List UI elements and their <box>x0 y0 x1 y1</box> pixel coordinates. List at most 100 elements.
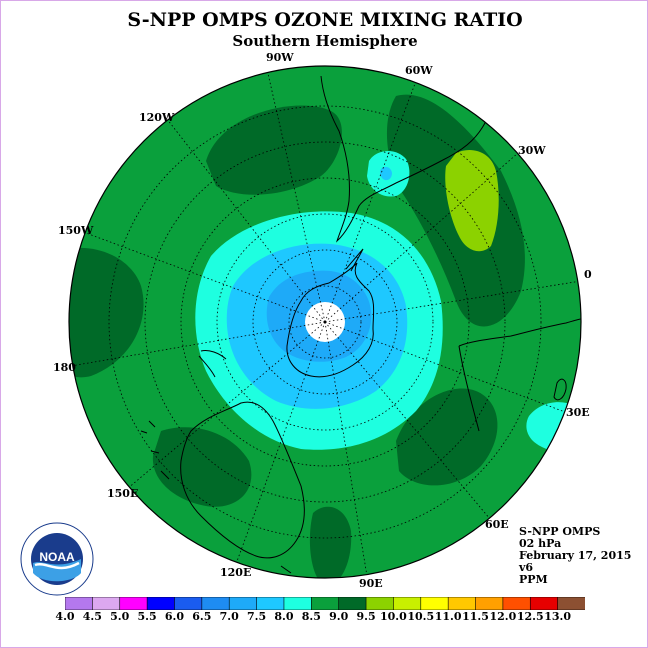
antarctic-peninsula <box>345 248 364 272</box>
noaa-logo-text: NOAA <box>39 550 75 564</box>
field-9-5 <box>445 150 499 252</box>
lon-label-30e: 30E <box>566 406 590 419</box>
lon-label-120e: 120E <box>220 566 252 579</box>
meridian-30e <box>324 321 566 413</box>
info-date: February 17, 2015 <box>519 549 632 562</box>
colorbar-tick-label: 8.0 <box>274 610 294 623</box>
colorbar-tick-label: 10.0 <box>380 610 407 623</box>
colorbar-tick-label: 4.5 <box>82 610 102 623</box>
colorbar-swatch <box>174 597 203 610</box>
colorbar-swatch <box>557 597 585 610</box>
lat-circle-30s <box>108 105 542 539</box>
colorbar-tick-label: 5.5 <box>137 610 157 623</box>
colorbar-swatch <box>338 597 367 610</box>
lat-circle-70s <box>252 249 398 395</box>
noaa-logo: NOAA <box>20 522 94 596</box>
field-9-0-southwest <box>152 427 252 507</box>
colorbar-swatch <box>119 597 148 610</box>
colorbar-tick-label: 6.0 <box>164 610 185 623</box>
colorbar-tick-label: 9.5 <box>356 610 376 623</box>
colorbar-swatch <box>393 597 422 610</box>
colorbar-swatch <box>65 597 94 610</box>
south-pole-dot <box>323 320 327 324</box>
field-9-0-north <box>206 105 342 195</box>
colorbar-tick-label: 8.5 <box>301 610 321 623</box>
colorbar-swatch <box>502 597 532 610</box>
lat-circle-50s <box>180 177 470 467</box>
south-america-coast <box>320 75 487 243</box>
field-7-5-small <box>379 166 392 181</box>
lon-label-90e: 90E <box>359 577 383 590</box>
colorbar-swatch <box>283 597 313 610</box>
colorbar-swatch <box>420 597 449 610</box>
colorbar-tick-label: 13.0 <box>544 610 572 623</box>
colorbar-swatch <box>311 597 340 610</box>
lon-label-180: 180 <box>53 361 76 374</box>
colorbar-swatch <box>146 597 176 610</box>
colorbar-swatch <box>201 597 231 610</box>
meridian-30w <box>324 152 519 323</box>
chart-title: S-NPP OMPS OZONE MIXING RATIO <box>127 9 523 31</box>
info-level: 02 hPa <box>519 537 562 550</box>
map-outline <box>68 65 582 579</box>
lat-circle-60s <box>216 213 434 431</box>
latitude-grid <box>108 105 542 539</box>
field-9-0-southeast <box>396 388 498 486</box>
colorbar-tick-label: 12.0 <box>489 610 517 623</box>
info-instrument: S-NPP OMPS <box>519 525 601 538</box>
lon-label-0: 0 <box>584 268 592 281</box>
colorbar-swatch <box>475 597 504 610</box>
lon-label-60e: 60E <box>485 518 509 531</box>
indonesia-islands <box>140 420 292 576</box>
meridian-0 <box>324 280 581 323</box>
meridian-180 <box>70 321 326 367</box>
colorbar-swatch <box>529 597 559 610</box>
africa-coast <box>458 318 581 432</box>
colorbar-tick-label: 12.5 <box>516 610 544 623</box>
info-version: v6 <box>519 561 534 574</box>
map-disc <box>69 66 581 578</box>
colorbar-tick-label: 11.5 <box>462 610 489 623</box>
colorbar-tick-label: 7.5 <box>247 610 267 623</box>
colorbar-swatch <box>365 597 395 610</box>
colorbar-tick-label: 4.0 <box>55 610 75 623</box>
meridian-150w <box>85 232 326 323</box>
lon-label-90w: 90W <box>266 51 294 64</box>
colorbar-swatch <box>256 597 285 610</box>
meridian-60w <box>324 80 417 323</box>
meridian-120w <box>166 118 326 323</box>
info-units: PPM <box>519 573 548 586</box>
lon-label-120w: 120W <box>139 111 175 124</box>
lon-label-150w: 150W <box>58 224 94 237</box>
lon-label-30w: 30W <box>518 144 546 157</box>
colorbar-swatch <box>447 597 477 610</box>
colorbar-tick-label: 6.5 <box>192 610 212 623</box>
colorbar-tick-label: 5.0 <box>110 610 130 623</box>
field-9-0-west <box>69 247 144 378</box>
meridian-90e <box>324 321 368 577</box>
longitude-grid <box>70 66 581 577</box>
field-9-0-south <box>309 506 352 578</box>
colorbar-tick-label: 7.0 <box>219 610 239 623</box>
lon-label-150e: 150E <box>107 487 139 500</box>
new-zealand <box>198 350 227 378</box>
colorbar-tick-label: 11.0 <box>434 610 462 623</box>
meridian-60e <box>324 321 491 520</box>
australia-coast <box>180 401 305 559</box>
info-block: S-NPP OMPS 02 hPa February 17, 2015 v6 P… <box>519 526 631 586</box>
chart-subtitle: Southern Hemisphere <box>232 32 418 50</box>
lat-circle-40s <box>144 141 506 503</box>
lat-circle-80s <box>288 285 362 359</box>
colorbar-labels: 4.0 4.5 5.0 5.5 6.0 6.5 7.0 7.5 8.0 8.5 9.0 9.5 10.0… <box>1 610 647 624</box>
colorbar-tick-label: 9.0 <box>329 610 349 623</box>
colorbar-swatch <box>92 597 121 610</box>
colorbar <box>65 597 585 610</box>
madagascar <box>553 378 567 401</box>
coastlines <box>140 75 581 576</box>
lon-label-60w: 60W <box>405 64 433 77</box>
antarctica-coast <box>286 262 375 378</box>
colorbar-swatch <box>228 597 258 610</box>
meridian-120e <box>235 321 326 565</box>
